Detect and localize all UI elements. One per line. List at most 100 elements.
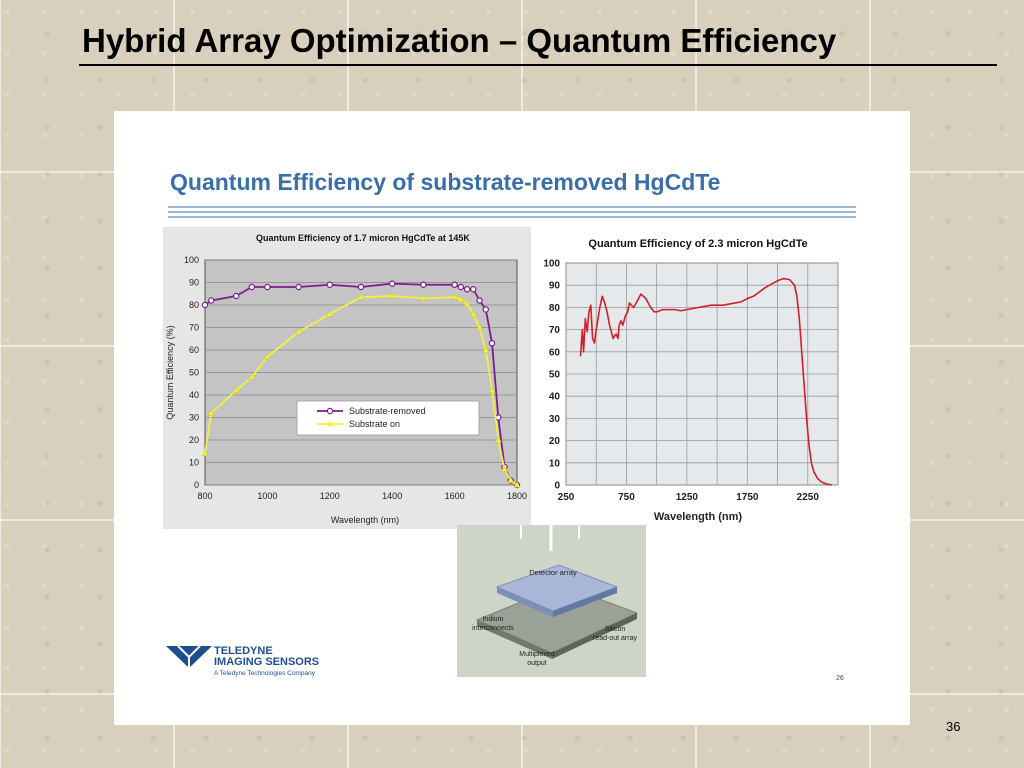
left-chart-series-point-1 (476, 297, 483, 304)
right-chart-x-tick-label: 250 (558, 492, 575, 503)
detector-array-diagram: Detector array Indium interconnects Sili… (457, 525, 646, 677)
left-chart-series-point-1 (470, 286, 477, 293)
figure-panel: Quantum Efficiency of substrate-removed … (114, 111, 910, 725)
inner-page-number: 26 (836, 675, 844, 682)
readout-array-edge-right (552, 613, 637, 659)
readout-label: read-out array (593, 635, 637, 642)
teledyne-logo-icon (166, 645, 212, 668)
right-chart-y-tick-label: 80 (549, 303, 561, 314)
left-chart-x-tick-label: 1600 (445, 491, 465, 501)
left-chart-series-point-2 (388, 292, 396, 299)
silicon-label: Silicon (605, 626, 626, 633)
left-chart-series-point-2 (232, 386, 240, 393)
right-chart-y-tick-label: 100 (543, 259, 560, 270)
left-chart-series-point-2 (494, 436, 502, 443)
left-chart-series-point-2 (507, 476, 515, 483)
right-chart-series-line-1 (579, 277, 833, 486)
right-chart-y-tick-label: 10 (549, 458, 561, 469)
left-chart-x-tick-label: 1000 (257, 491, 277, 501)
chart-qe-2-3-micron: 0 10 20 30 40 50 60 70 80 90 100 250 750 1250 1750 2250… (543, 238, 839, 523)
right-chart-x-tick-label: 2250 (797, 492, 820, 503)
left-chart-series-point-2 (457, 295, 465, 302)
detector-array-edge-left (497, 587, 553, 617)
right-chart-x-axis-label: Wavelength (nm) (654, 511, 743, 523)
left-chart-y-tick-label: 0 (194, 480, 199, 490)
legend-label-1: Substrate-removed (349, 406, 426, 416)
left-chart-y-tick-label: 100 (184, 255, 199, 265)
detector-array-label: Detector array (529, 568, 577, 577)
left-chart-series-point-1 (264, 283, 271, 291)
interconnects-label: interconnects (472, 625, 514, 632)
readout-array-edge-left (477, 620, 552, 659)
left-chart-series-point-2 (463, 300, 471, 307)
left-chart-legend (296, 400, 480, 436)
left-chart-series-point-2 (357, 293, 365, 300)
left-chart-y-tick-label: 20 (189, 435, 199, 445)
heading-rule-3 (168, 216, 856, 218)
left-chart-series-point-1 (232, 292, 240, 300)
panel-heading: Quantum Efficiency of substrate-removed … (170, 169, 721, 195)
left-chart-series-point-1 (357, 283, 365, 291)
left-chart-y-tick-label: 50 (189, 368, 199, 378)
legend-label-2: Substrate on (349, 419, 400, 429)
left-chart-series-point-2 (451, 293, 459, 300)
left-chart-series-point-1 (457, 283, 465, 291)
left-chart-series-point-1 (208, 297, 215, 304)
left-chart-y-tick-label: 10 (189, 458, 199, 468)
left-chart-series-point-1 (201, 301, 209, 309)
left-chart-x-tick-label: 800 (197, 491, 212, 501)
left-chart-series-point-2 (326, 310, 334, 317)
right-chart-y-tick-label: 50 (549, 370, 561, 381)
left-chart-y-tick-label: 40 (189, 390, 199, 400)
right-chart-x-tick-label: 1750 (736, 492, 759, 503)
right-chart-y-tick-label: 20 (549, 436, 561, 447)
left-chart-series-point-1 (488, 340, 496, 347)
left-chart-y-axis-label: Quantum Efficiency (%) (165, 325, 175, 419)
left-chart-series-point-1 (295, 283, 302, 291)
left-chart-series-point-1 (451, 281, 458, 288)
chart-qe-1-7-micron: 0 10 20 30 40 50 60 70 80 90 100 800 1000 1200 1400 160… (163, 227, 531, 529)
logo-name: TELEDYNE (214, 645, 273, 657)
left-chart-y-tick-label: 30 (189, 413, 199, 423)
right-chart-title: Quantum Efficiency of 2.3 micron HgCdTe (588, 238, 807, 250)
title-underline (79, 64, 997, 66)
left-chart-series-point-1 (326, 281, 333, 288)
left-chart-y-tick-label: 90 (189, 278, 199, 288)
left-chart-series-point-2 (263, 353, 271, 360)
detector-array-edge-right (553, 587, 617, 617)
output-label: output (527, 660, 547, 667)
left-chart-y-tick-label: 70 (189, 323, 199, 333)
logo-subtitle: IMAGING SENSORS (214, 656, 320, 668)
right-chart-y-tick-label: 90 (549, 281, 561, 292)
left-chart-series-point-2 (476, 323, 483, 330)
right-chart-y-tick-label: 70 (549, 325, 561, 336)
left-chart-series-point-1 (388, 280, 396, 287)
right-chart-y-tick-label: 0 (554, 481, 560, 492)
left-chart-series-point-2 (248, 373, 256, 380)
left-chart-title: Quantum Efficiency of 1.7 micron HgCdTe … (256, 233, 470, 243)
legend-swatch-marker-2 (327, 420, 333, 427)
left-chart-series-point-2 (469, 310, 477, 317)
right-chart-x-tick-label: 750 (618, 492, 635, 503)
legend-swatch-marker-1 (326, 407, 334, 415)
left-chart-series-point-1 (482, 306, 489, 313)
slide-number: 36 (946, 719, 961, 734)
left-chart-x-tick-label: 1200 (320, 491, 340, 501)
right-chart-y-tick-label: 30 (549, 414, 561, 425)
slide-title: Hybrid Array Optimization – Quantum Effi… (82, 22, 837, 59)
left-chart-series-point-2 (207, 409, 215, 416)
heading-rule-2 (168, 211, 856, 213)
right-chart-x-tick-label: 1250 (676, 492, 699, 503)
left-chart-series-point-2 (295, 328, 303, 335)
left-chart-series-point-1 (463, 286, 471, 293)
left-chart-series-point-1 (248, 283, 256, 291)
indium-label: Indium (482, 616, 503, 623)
left-chart-y-tick-label: 80 (189, 300, 199, 310)
left-chart-y-tick-label: 60 (189, 345, 199, 355)
left-chart-series-point-2 (501, 465, 508, 472)
left-chart-x-tick-label: 1800 (507, 491, 527, 501)
right-chart-y-tick-label: 60 (549, 347, 561, 358)
multiplexed-label: Multiplexed (519, 651, 555, 658)
right-chart-y-tick-label: 40 (549, 392, 561, 403)
left-chart-series-point-1 (420, 281, 427, 288)
